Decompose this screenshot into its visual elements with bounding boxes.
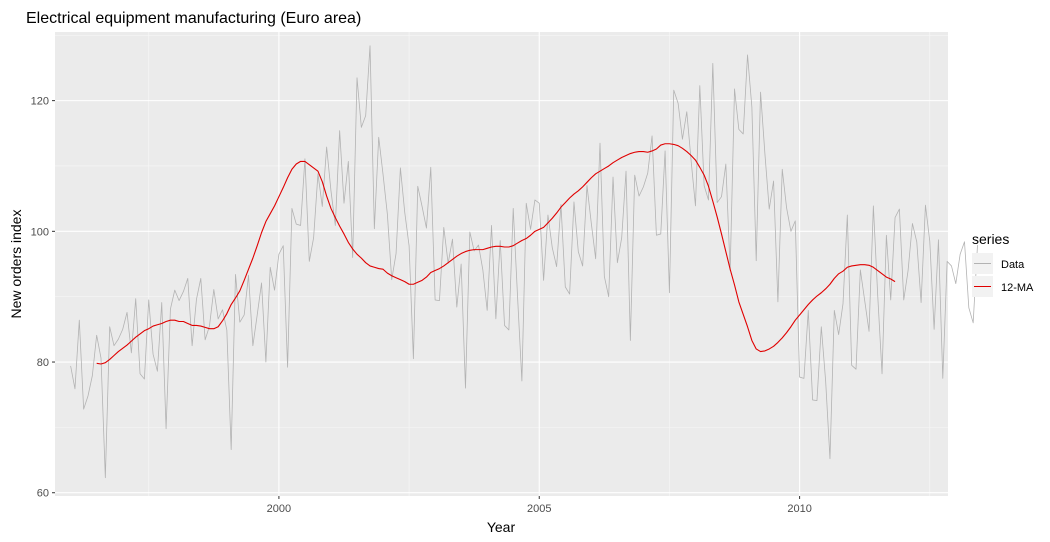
y-axis: 60 80 100 120 <box>31 96 55 500</box>
y-tick-label: 120 <box>31 96 49 108</box>
grid-major <box>55 32 948 496</box>
x-axis: 2000 2005 2010 <box>267 496 812 515</box>
legend-title: series <box>972 231 1009 247</box>
y-tick-label: 80 <box>37 357 49 369</box>
y-tick-label: 60 <box>37 488 49 500</box>
legend: series Data 12-MA <box>972 231 1034 297</box>
x-tick-label: 2005 <box>527 503 551 515</box>
series-line-12-ma <box>96 143 896 365</box>
x-axis-title: Year <box>487 519 516 535</box>
y-axis-title: New orders index <box>8 210 24 319</box>
x-tick-label: 2010 <box>787 503 811 515</box>
series-layer <box>70 45 978 479</box>
legend-label-data: Data <box>1001 259 1025 271</box>
chart-title: Electrical equipment manufacturing (Euro… <box>26 10 361 27</box>
y-tick-label: 100 <box>31 226 49 238</box>
x-tick-label: 2000 <box>267 503 291 515</box>
series-line-data <box>70 45 978 479</box>
legend-label-ma: 12-MA <box>1001 282 1034 294</box>
